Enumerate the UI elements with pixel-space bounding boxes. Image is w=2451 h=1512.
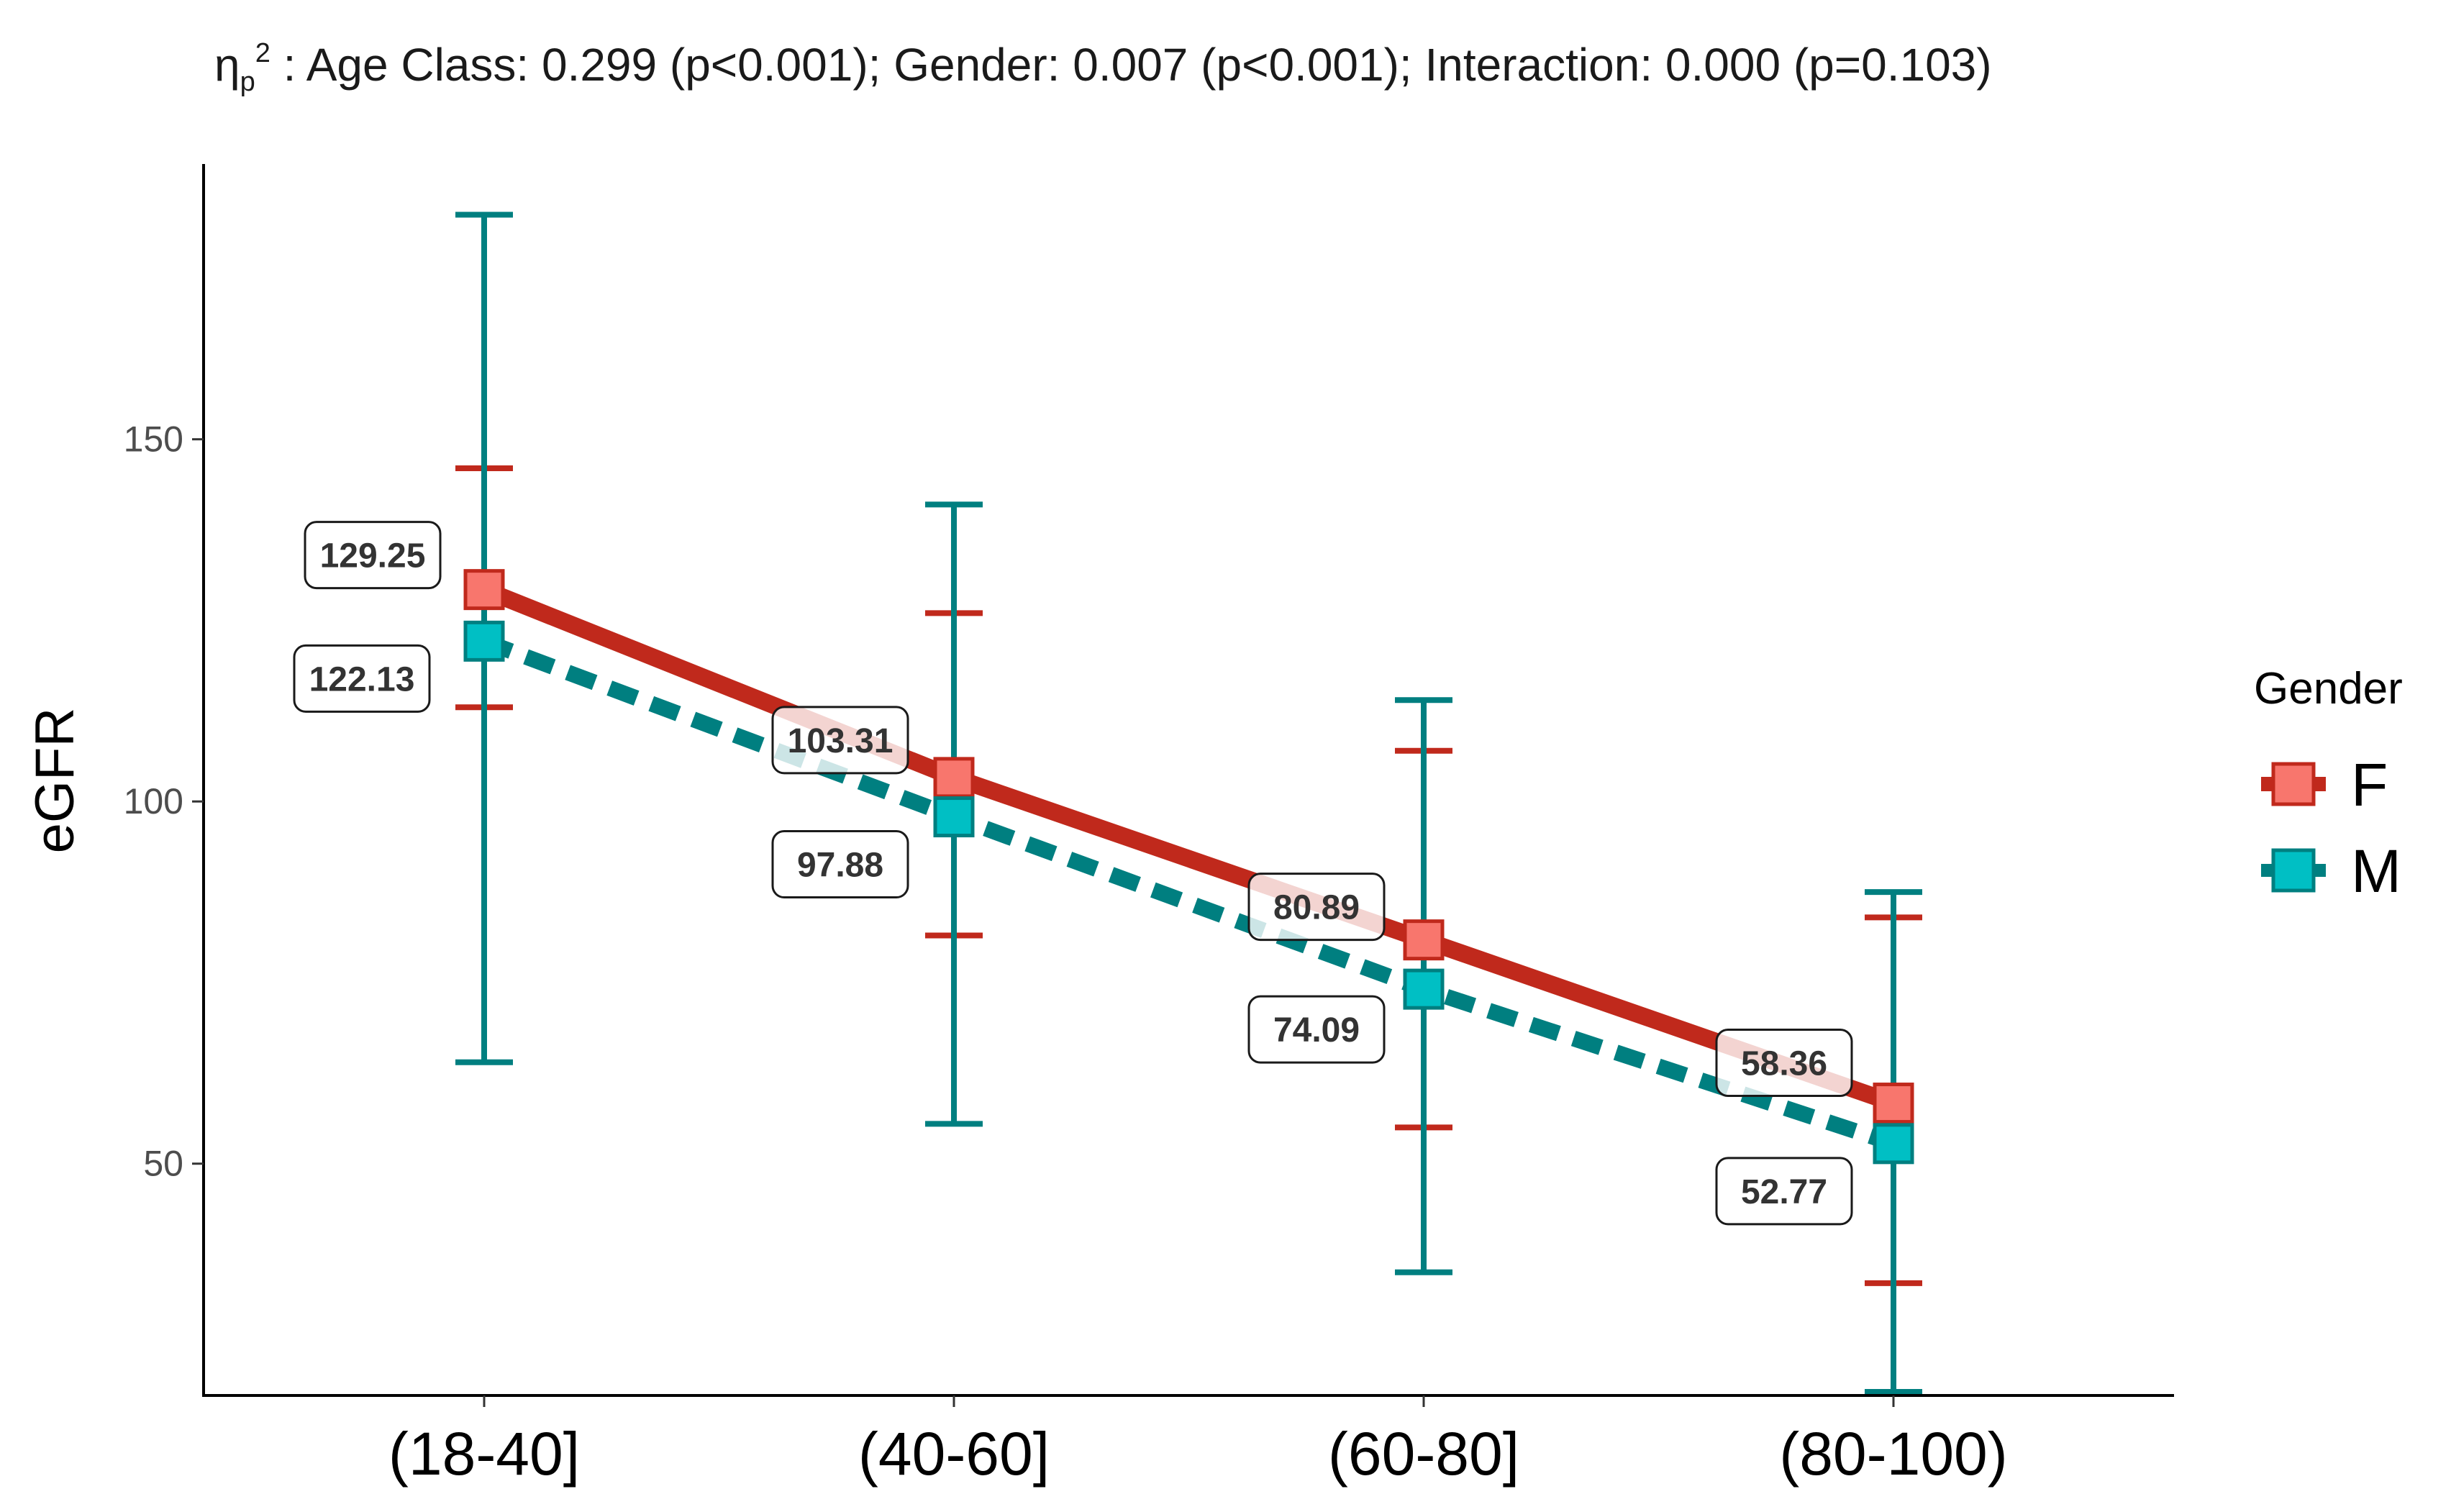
chart-title-symbol: η	[214, 39, 240, 91]
series-line-F	[481, 581, 1896, 1111]
plot-area: 129.25 122.13 103.31 97.88 80.89 74.09 58.36 52…	[293, 211, 1922, 1395]
legend-title: Gender	[2254, 664, 2403, 714]
data-point-F	[1873, 1083, 1914, 1124]
data-label-F-box	[304, 521, 442, 590]
data-point-M	[1403, 968, 1445, 1010]
legend-key-point-F	[2271, 762, 2316, 806]
data-point-M	[1873, 1123, 1914, 1165]
data-label-F-box	[1715, 1029, 1853, 1098]
data-label-F: 80.89	[1273, 889, 1360, 927]
data-label-M-box	[293, 644, 431, 713]
data-label-F-box	[1247, 873, 1386, 942]
data-point-M	[933, 796, 975, 838]
series-line-M	[481, 634, 1896, 1152]
chart-title-text: : Age Class: 0.299 (p<0.001); Gender: 0.…	[270, 39, 1992, 91]
data-label-M-box	[1715, 1157, 1853, 1226]
data-label-F: 58.36	[1741, 1045, 1827, 1083]
y-tick-label: 50	[143, 1144, 183, 1184]
x-axis-ticks: (18-40] (40-60] (60-80] (80-100)	[388, 1395, 2008, 1488]
data-point-F	[933, 757, 975, 798]
data-label-M: 74.09	[1273, 1011, 1360, 1049]
data-label-F: 129.25	[320, 537, 426, 575]
chart-title-superscript: 2	[255, 38, 270, 68]
x-tick-label: (80-100)	[1779, 1420, 2008, 1488]
data-label-M-box	[1247, 995, 1386, 1064]
legend-label-F: F	[2351, 751, 2388, 819]
chart-title: ηp2 : Age Class: 0.299 (p<0.001); Gender…	[214, 38, 1992, 97]
y-tick-label: 100	[124, 781, 183, 821]
x-tick-label: (60-80]	[1328, 1420, 1519, 1488]
legend: Gender FM	[2254, 664, 2403, 905]
data-label-F-box	[771, 706, 909, 775]
data-label-M: 122.13	[309, 660, 415, 698]
data-label-M-box	[771, 830, 909, 899]
data-label-F: 103.31	[788, 722, 893, 760]
legend-key-point-M	[2271, 848, 2316, 893]
legend-label-M: M	[2351, 837, 2401, 905]
data-point-M	[463, 620, 505, 662]
data-point-F	[463, 569, 505, 611]
chart-title-subscript: p	[240, 67, 255, 97]
y-axis-title: eGFR	[24, 708, 86, 854]
data-label-M: 97.88	[797, 847, 883, 885]
y-axis-ticks: 50 100 150	[124, 419, 204, 1184]
data-point-F	[1403, 919, 1445, 961]
x-tick-label: (18-40]	[388, 1420, 580, 1488]
data-label-M: 52.77	[1741, 1173, 1827, 1211]
x-tick-label: (40-60]	[858, 1420, 1050, 1488]
y-tick-label: 150	[124, 419, 183, 460]
